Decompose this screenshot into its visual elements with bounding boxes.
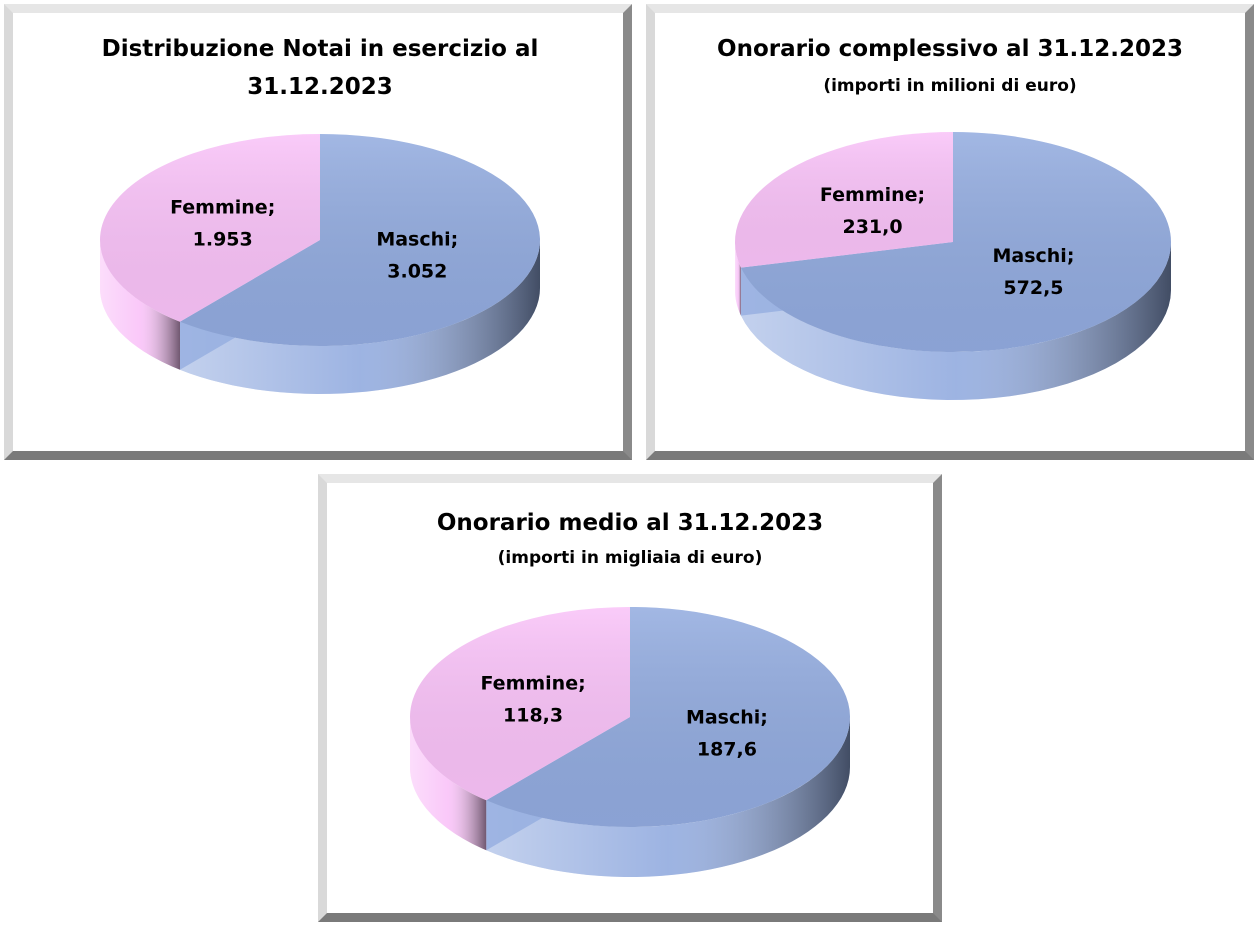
pie-side-shade xyxy=(486,717,850,877)
pie-side-shade xyxy=(179,240,540,394)
pie-slice-shade xyxy=(741,132,1171,352)
pie-slice-shade xyxy=(410,607,630,801)
pie-side-shade xyxy=(735,242,742,316)
pie-slice-shade xyxy=(735,132,953,268)
pie: Maschi; 3.052 Femmine; 1.953 xyxy=(99,134,540,394)
chart-title: Distribuzione Notai in esercizio al 31.1… xyxy=(101,36,539,100)
chart-title: Onorario medio al 31.12.2023 xyxy=(436,510,824,536)
data-label-name: Maschi; xyxy=(376,229,458,251)
pie-side-shade xyxy=(100,240,180,370)
data-label-value: 231,0 xyxy=(842,216,902,238)
data-label-value: 118,3 xyxy=(503,704,563,726)
pie-side-shade xyxy=(410,717,487,851)
pie-side-shade xyxy=(741,242,1171,400)
pie: Maschi; 187,6 Femmine; 118,3 xyxy=(410,607,851,877)
data-label-name: Maschi; xyxy=(686,707,768,729)
chart-subtitle: (importi in migliaia di euro) xyxy=(497,548,763,568)
data-label-value: 1.953 xyxy=(193,228,253,250)
pie-slice-shade xyxy=(179,134,540,346)
data-label-value: 187,6 xyxy=(697,739,757,761)
data-label-name: Femmine; xyxy=(170,196,275,218)
chart-subtitle: (importi in milioni di euro) xyxy=(823,76,1077,96)
data-label-value: 3.052 xyxy=(387,261,447,283)
pie: Maschi; 572,5 Femmine; 231,0 xyxy=(735,132,1171,400)
data-label-value: 572,5 xyxy=(1003,277,1063,299)
data-label-name: Femmine; xyxy=(820,184,925,206)
data-label-name: Femmine; xyxy=(480,672,585,694)
data-label-name: Maschi; xyxy=(992,245,1074,267)
pie-slice-shade xyxy=(99,134,320,322)
chart-title: Onorario complessivo al 31.12.2023 xyxy=(717,36,1183,62)
pie-slice-shade xyxy=(486,607,851,828)
